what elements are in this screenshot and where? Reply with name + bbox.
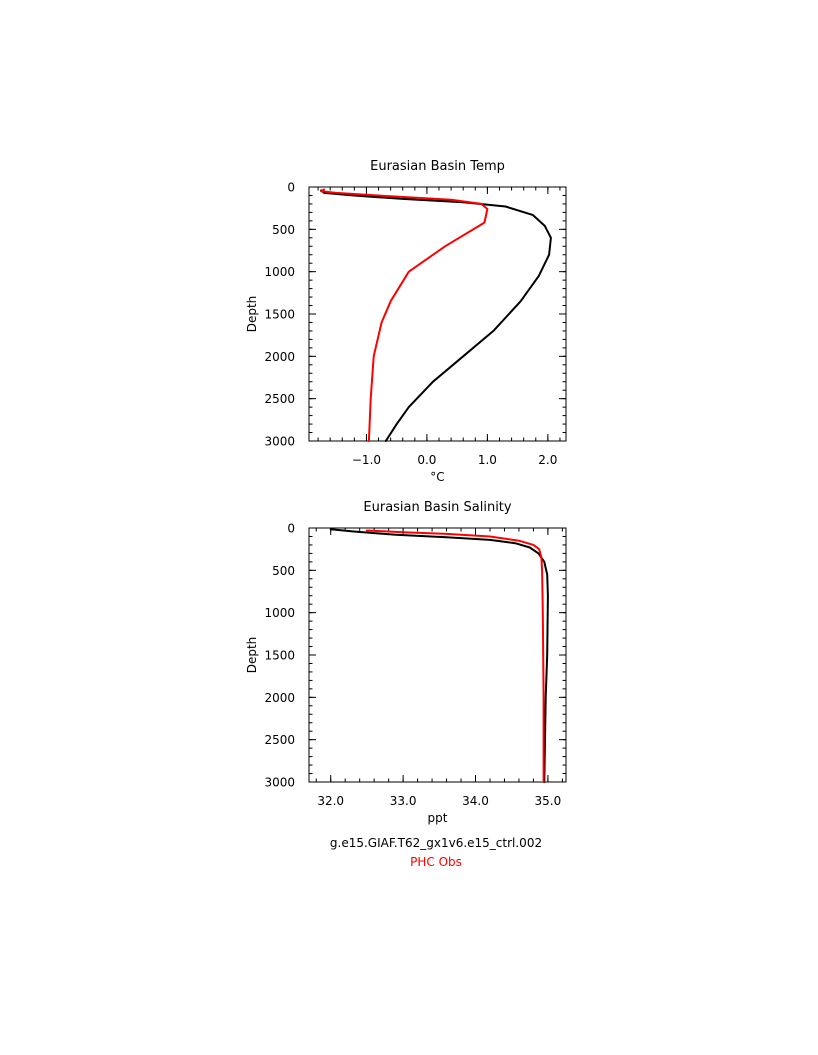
x-tick-label: 1.0 (478, 453, 497, 467)
x-axis-label: °C (430, 470, 444, 484)
y-axis-label: Depth (245, 637, 259, 674)
y-tick-label: 1500 (264, 308, 295, 322)
y-tick-label: 3000 (264, 776, 295, 790)
model-profile-line (320, 189, 552, 442)
y-tick-label: 500 (272, 564, 295, 578)
x-tick-label: 33.0 (390, 794, 417, 808)
y-tick-label: 0 (287, 181, 295, 195)
obs-profile-line (320, 188, 489, 442)
temperature-panel: −1.0 0.0 1.0 2.0 0 500 1000 1500 2000 2500 3000 Eur… (245, 159, 567, 484)
x-tick-label: 2.0 (538, 453, 557, 467)
plot-frame (308, 527, 567, 783)
y-tick-label: 500 (272, 223, 295, 237)
y-tick-label: 2500 (264, 392, 295, 406)
x-tick-label: 32.0 (317, 794, 344, 808)
x-tick-label: −1.0 (352, 453, 381, 467)
chart-title: Eurasian Basin Temp (370, 159, 505, 174)
y-tick-label: 0 (287, 522, 295, 536)
y-tick-label: 1000 (264, 265, 295, 279)
chart-title: Eurasian Basin Salinity (363, 500, 512, 515)
y-tick-label: 2000 (264, 691, 295, 705)
y-tick-label: 1000 (264, 606, 295, 620)
y-tick-label: 1500 (264, 649, 295, 663)
x-tick-label: 34.0 (462, 794, 489, 808)
x-axis-label: ppt (428, 811, 448, 825)
x-tick-label: 35.0 (535, 794, 562, 808)
y-axis-label: Depth (245, 296, 259, 333)
observation-caption: PHC Obs (410, 855, 462, 869)
y-tick-label: 2000 (264, 350, 295, 364)
plot-frame (308, 186, 567, 442)
model-run-caption: g.e15.GIAF.T62_gx1v6.e15_ctrl.002 (330, 836, 542, 850)
model-profile-line (329, 528, 549, 783)
obs-profile-line (365, 529, 545, 783)
x-tick-label: 0.0 (417, 453, 436, 467)
y-tick-label: 2500 (264, 733, 295, 747)
salinity-panel: 32.0 33.0 34.0 35.0 0 500 1000 1500 2000 2500 3000… (245, 500, 567, 825)
y-tick-label: 3000 (264, 435, 295, 449)
